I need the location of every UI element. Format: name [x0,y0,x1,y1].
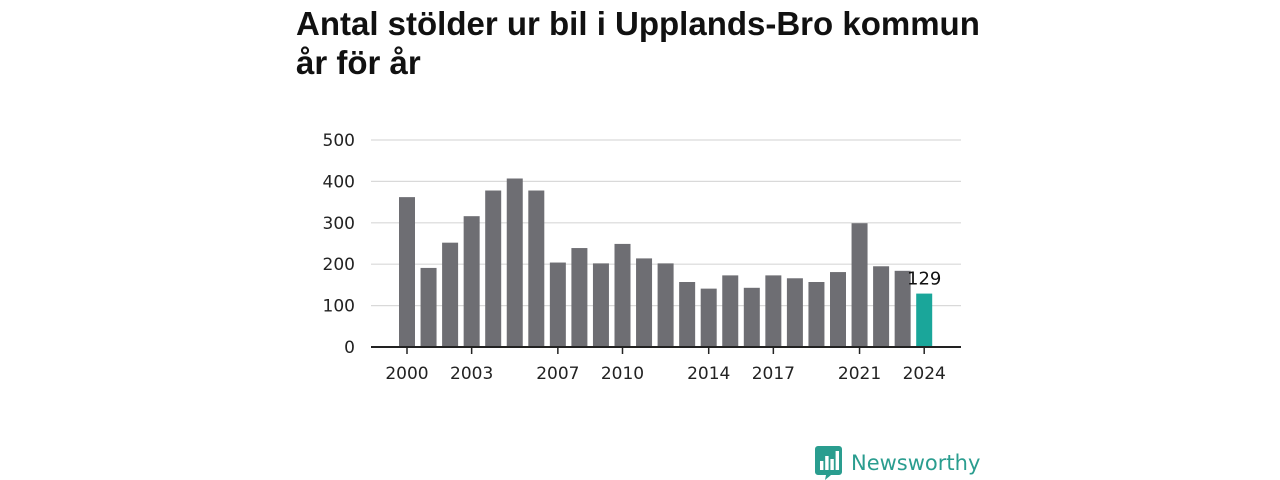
newsworthy-logo: Newsworthy [815,446,980,480]
bar [765,275,782,347]
bar [463,216,480,347]
y-tick-label: 500 [323,131,355,151]
y-tick-label: 300 [323,214,355,234]
y-axis-labels: 0 100 200 300 400 500 [323,131,355,358]
bar [420,267,437,347]
bar [399,197,415,347]
bar [442,242,459,347]
chart-title: Antal stölder ur bil i Upplands-Bro komm… [296,5,980,81]
bar [614,243,631,347]
x-tick-label: 2021 [838,364,881,384]
bar [485,190,502,347]
data-labels: 129 [907,269,941,290]
data-label-latest: 129 [907,269,941,290]
bar [679,282,696,347]
x-tick-label: 2000 [385,364,428,384]
bar [722,275,739,347]
bar [549,262,566,347]
bar [851,223,868,347]
x-tick-label: 2017 [752,364,795,384]
bar [700,288,717,347]
bar [743,287,760,347]
x-tick-label: 2010 [601,364,644,384]
y-tick-label: 400 [323,172,355,192]
bars [399,178,933,347]
bar [528,190,545,347]
bar [873,266,890,347]
x-tick-label: 2007 [536,364,579,384]
x-axis-line [371,346,961,354]
x-tick-label: 2003 [450,364,493,384]
bar [657,263,674,347]
y-tick-label: 200 [323,255,355,275]
bar-highlight [916,293,933,347]
bar [636,258,653,347]
x-axis-labels: 2000 2003 2007 2010 2014 2017 2021 2024 [385,364,945,384]
bar [571,248,588,347]
x-tick-label: 2024 [903,364,946,384]
x-tick-label: 2014 [687,364,730,384]
bar [506,178,523,347]
bar [894,270,911,347]
y-tick-label: 0 [344,338,355,358]
y-tick-label: 100 [323,297,355,317]
bar [830,272,846,347]
bar [592,263,609,347]
newsworthy-bar-chart-icon [815,446,842,480]
brand-name: Newsworthy [851,451,981,475]
bar [808,282,825,347]
bar [786,278,803,347]
bar-chart: 0 100 200 300 400 500 2000 2003 2007 2010 2014 201… [323,131,961,384]
